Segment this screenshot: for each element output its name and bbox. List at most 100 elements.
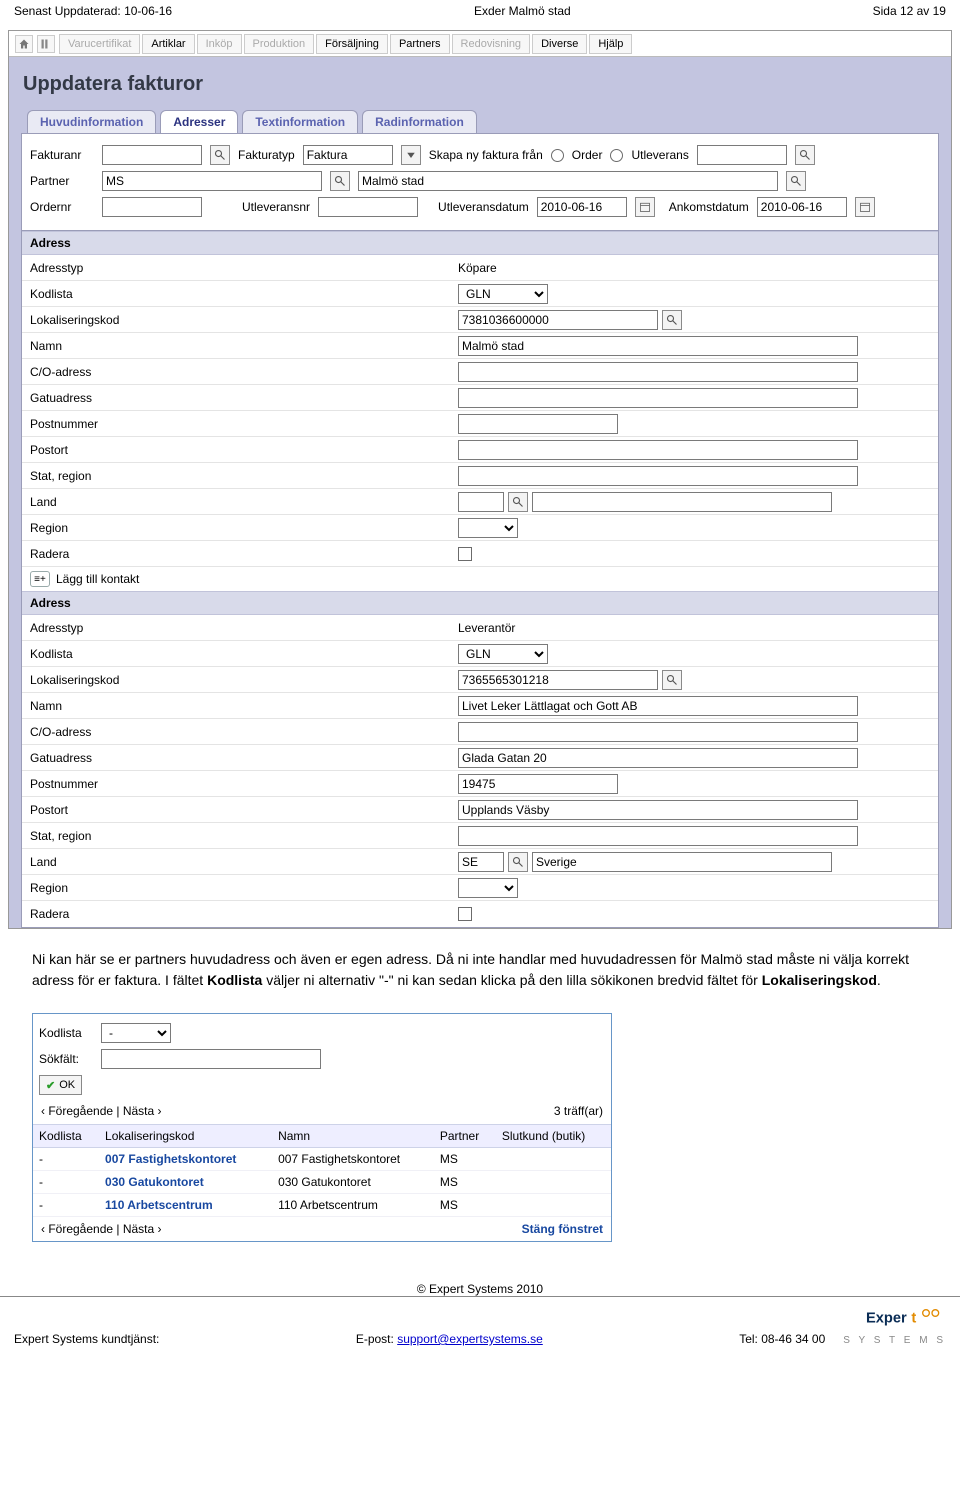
- lokaliseringskod-link[interactable]: 030 Gatukontoret: [99, 1171, 272, 1194]
- menu-item-försäljning[interactable]: Försäljning: [316, 34, 388, 54]
- co-label: C/O-adress: [22, 721, 452, 743]
- fakturatyp-input[interactable]: [303, 145, 393, 165]
- adresstyp-label: Adresstyp: [22, 617, 452, 639]
- buyer-stat-input[interactable]: [458, 466, 858, 486]
- order-radio[interactable]: [551, 149, 564, 162]
- popup-sokfalt-input[interactable]: [101, 1049, 321, 1069]
- menu-item-redovisning[interactable]: Redovisning: [452, 34, 531, 54]
- popup-kodlista-select[interactable]: -: [101, 1023, 171, 1043]
- tab-radinformation[interactable]: Radinformation: [362, 110, 477, 133]
- tab-textinformation[interactable]: Textinformation: [242, 110, 358, 133]
- table-row[interactable]: -030 Gatukontoret030 GatukontoretMS: [33, 1171, 611, 1194]
- buyer-postnummer-input[interactable]: [458, 414, 618, 434]
- search-icon[interactable]: [508, 852, 528, 872]
- search-icon[interactable]: [662, 670, 682, 690]
- supplier-postort-input[interactable]: [458, 800, 858, 820]
- utleveransnr-input[interactable]: [318, 197, 418, 217]
- supplier-postnummer-input[interactable]: [458, 774, 618, 794]
- results-table: KodlistaLokaliseringskodNamnPartnerSlutk…: [33, 1124, 611, 1217]
- menu-item-partners[interactable]: Partners: [390, 34, 450, 54]
- utleverans-label: Utleverans: [631, 148, 688, 162]
- supplier-radera-checkbox[interactable]: [458, 907, 472, 921]
- table-row[interactable]: -110 Arbetscentrum110 ArbetscentrumMS: [33, 1194, 611, 1217]
- buyer-kodlista-select[interactable]: GLN: [458, 284, 548, 304]
- lokaliseringskod-label: Lokaliseringskod: [22, 669, 452, 691]
- ankomstdatum-input[interactable]: [757, 197, 847, 217]
- popup-sokfalt-label: Sökfält:: [39, 1052, 95, 1066]
- support-email-link[interactable]: support@expertsystems.se: [397, 1332, 543, 1346]
- buyer-gatuadress-input[interactable]: [458, 388, 858, 408]
- buyer-co-input[interactable]: [458, 362, 858, 382]
- menu-item-diverse[interactable]: Diverse: [532, 34, 587, 54]
- menu-item-artiklar[interactable]: Artiklar: [142, 34, 194, 54]
- buyer-radera-checkbox[interactable]: [458, 547, 472, 561]
- buyer-namn-input[interactable]: [458, 336, 858, 356]
- body-paragraph: Ni kan här se er partners huvudadress oc…: [0, 947, 960, 1005]
- supplier-region-select[interactable]: [458, 878, 518, 898]
- tab-huvudinformation[interactable]: Huvudinformation: [27, 110, 156, 133]
- supplier-gatuadress-input[interactable]: [458, 748, 858, 768]
- supplier-stat-input[interactable]: [458, 826, 858, 846]
- search-popup: Kodlista - Sökfält: ✔OK ‹ Föregående | N…: [32, 1013, 612, 1242]
- close-popup-link[interactable]: Stäng fönstret: [522, 1222, 603, 1236]
- sidebar-toggle-icon[interactable]: [37, 35, 55, 53]
- supplier-co-input[interactable]: [458, 722, 858, 742]
- buyer-lokaliseringskod-input[interactable]: [458, 310, 658, 330]
- menu-item-hjälp[interactable]: Hjälp: [589, 34, 632, 54]
- buyer-postort-input[interactable]: [458, 440, 858, 460]
- lokaliseringskod-link[interactable]: 007 Fastighetskontoret: [99, 1148, 272, 1171]
- utleveransdatum-input[interactable]: [537, 197, 627, 217]
- buyer-land-name-input[interactable]: [532, 492, 832, 512]
- buyer-region-select[interactable]: [458, 518, 518, 538]
- fakturanr-input[interactable]: [102, 145, 202, 165]
- ok-button[interactable]: ✔OK: [39, 1075, 82, 1095]
- section-head-adress: Adress: [22, 231, 938, 255]
- supplier-namn-input[interactable]: [458, 696, 858, 716]
- page-count: Sida 12 av 19: [873, 4, 946, 18]
- partner-name-input[interactable]: [358, 171, 778, 191]
- supplier-kodlista-select[interactable]: GLN: [458, 644, 548, 664]
- calendar-icon[interactable]: [635, 197, 655, 217]
- popup-kodlista-label: Kodlista: [39, 1026, 95, 1040]
- supplier-land-code-input[interactable]: [458, 852, 504, 872]
- kodlista-label: Kodlista: [22, 643, 452, 665]
- search-icon[interactable]: [508, 492, 528, 512]
- menu-item-inköp[interactable]: Inköp: [197, 34, 242, 54]
- page-body: Uppdatera fakturor HuvudinformationAdres…: [9, 57, 951, 928]
- ordernr-label: Ordernr: [30, 200, 94, 214]
- prev-link[interactable]: ‹ Föregående: [41, 1104, 113, 1118]
- lokaliseringskod-link[interactable]: 110 Arbetscentrum: [99, 1194, 272, 1217]
- supplier-lokaliseringskod-input[interactable]: [458, 670, 658, 690]
- skapa-label: Skapa ny faktura från: [429, 148, 543, 162]
- region-label: Region: [22, 517, 452, 539]
- search-icon[interactable]: [662, 310, 682, 330]
- partner-code-input[interactable]: [102, 171, 322, 191]
- dropdown-icon[interactable]: [401, 145, 421, 165]
- tab-adresser[interactable]: Adresser: [160, 110, 238, 133]
- buyer-land-code-input[interactable]: [458, 492, 504, 512]
- postnummer-label: Postnummer: [22, 773, 452, 795]
- menu-item-produktion[interactable]: Produktion: [244, 34, 315, 54]
- footer-center: E-post: support@expertsystems.se: [159, 1332, 739, 1346]
- calendar-icon[interactable]: [855, 197, 875, 217]
- search-icon[interactable]: [210, 145, 230, 165]
- search-icon[interactable]: [795, 145, 815, 165]
- table-row[interactable]: -007 Fastighetskontoret007 Fastighetskon…: [33, 1148, 611, 1171]
- ordernr-input[interactable]: [102, 197, 202, 217]
- skapa-input[interactable]: [697, 145, 787, 165]
- menu-item-varucertifikat[interactable]: Varucertifikat: [59, 34, 140, 54]
- svg-text:t: t: [911, 1310, 916, 1326]
- utleverans-radio[interactable]: [610, 149, 623, 162]
- next-link[interactable]: Nästa ›: [123, 1222, 162, 1236]
- next-link[interactable]: Nästa ›: [123, 1104, 162, 1118]
- search-icon[interactable]: [330, 171, 350, 191]
- fakturanr-label: Fakturanr: [30, 148, 94, 162]
- prev-link[interactable]: ‹ Föregående: [41, 1222, 113, 1236]
- column-header: Partner: [434, 1125, 496, 1148]
- supplier-land-name-input[interactable]: [532, 852, 832, 872]
- home-icon[interactable]: [15, 35, 33, 53]
- search-icon[interactable]: [786, 171, 806, 191]
- partner-label: Partner: [30, 174, 94, 188]
- stat-label: Stat, region: [22, 825, 452, 847]
- add-contact-row[interactable]: ≡+Lägg till kontakt: [22, 567, 938, 591]
